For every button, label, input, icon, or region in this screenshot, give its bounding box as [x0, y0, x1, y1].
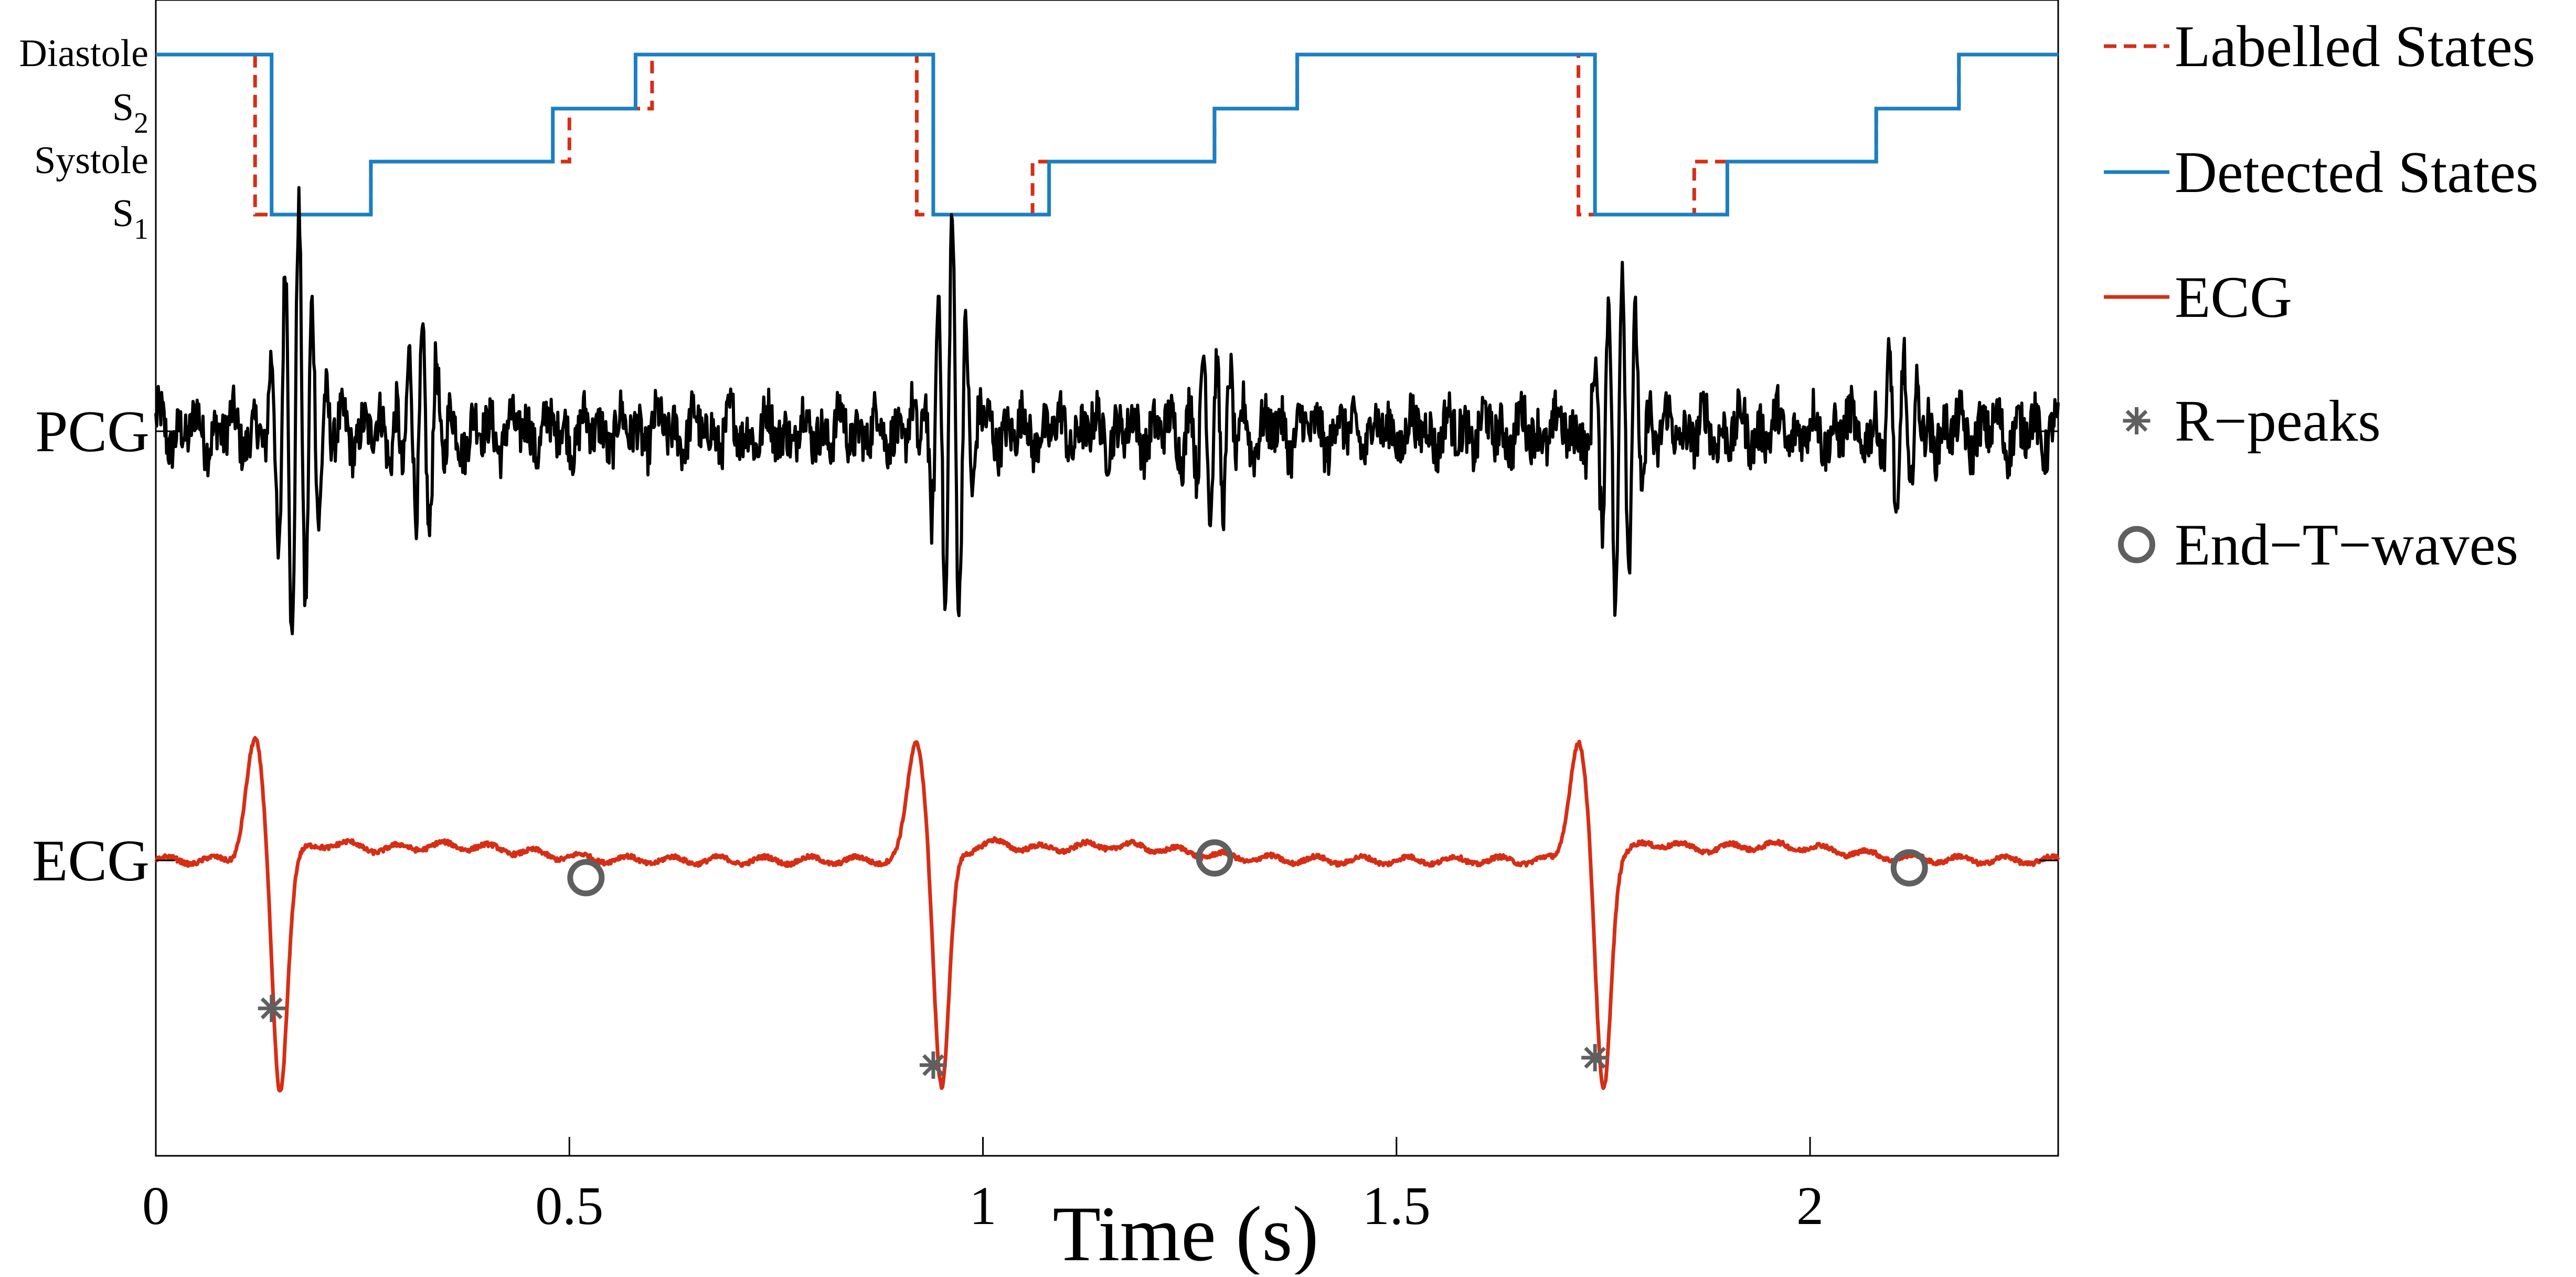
x-tick-label: 2 [1796, 1176, 1824, 1236]
end-t-wave-marker [1890, 849, 1928, 887]
end-t-wave-marker [1196, 839, 1233, 877]
state-label: S2 [112, 86, 148, 140]
series-layer [154, 52, 2060, 1093]
axes-frame [155, 0, 2059, 1157]
legend-item-rpeaks: R−peaks [2123, 389, 2381, 454]
state-label: S1 [112, 192, 148, 246]
x-tick-label: 1 [970, 1176, 997, 1236]
r-peak-marker [258, 995, 285, 1022]
legend-item-detected: Detected States [2104, 140, 2539, 205]
end-t-wave-marker [567, 859, 605, 897]
legend-label: Detected States [2175, 140, 2539, 205]
legend-label: R−peaks [2175, 389, 2381, 454]
x-tick-label: 0.5 [535, 1176, 603, 1236]
legend-label: ECG [2175, 265, 2292, 330]
x-tick-label: 0 [142, 1176, 169, 1236]
r-peak-marker [1581, 1044, 1609, 1071]
y-tick-label: ECG [32, 828, 150, 893]
detected-states-line [156, 52, 2058, 217]
legend-item-labelled: Labelled States [2104, 14, 2535, 79]
x-axis-label: Time (s) [1052, 1190, 1318, 1274]
x-axis: 0 0.5 1 1.5 2 [142, 1137, 1824, 1236]
plot-area [154, 0, 2060, 1157]
legend-swatch [2123, 407, 2151, 434]
ecg-signal-line [154, 736, 2060, 1093]
legend: Labelled States Detected States ECG R−peaks… [2104, 14, 2539, 578]
legend-swatch [2118, 526, 2155, 563]
r-peak-marker [919, 1051, 947, 1079]
pcg-signal-line [154, 186, 2060, 635]
x-tick-label: 1.5 [1362, 1176, 1431, 1236]
state-label: Systole [34, 139, 148, 182]
state-label: Diastole [19, 32, 148, 75]
legend-label: End−T−waves [2175, 513, 2518, 578]
legend-item-endt: End−T−waves [2118, 513, 2518, 578]
y-tick-label: PCG [35, 399, 150, 464]
legend-label: Labelled States [2175, 14, 2535, 79]
marker-layer [258, 839, 1928, 1079]
legend-item-ecg: ECG [2104, 265, 2292, 330]
y-axis: PCG ECG [32, 399, 2058, 893]
